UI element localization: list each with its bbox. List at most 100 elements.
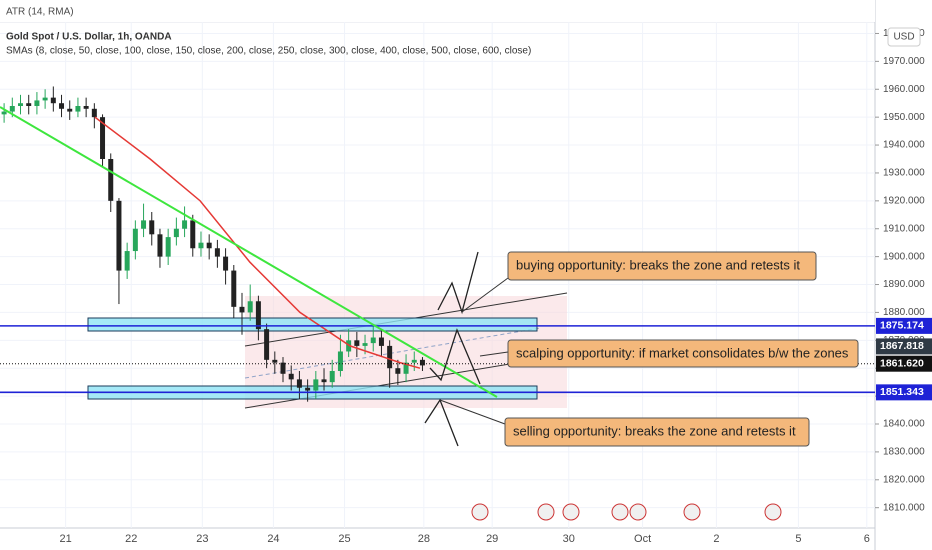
event-icon[interactable] (683, 503, 701, 521)
leader (479, 351, 509, 357)
price-label-bg (876, 355, 932, 372)
event-icon[interactable] (562, 503, 580, 521)
y-tick-label: 1820.000 (883, 474, 925, 485)
candle-body (132, 228, 138, 252)
annotation-box (507, 339, 859, 368)
y-tick-label: 1890.000 (883, 279, 925, 290)
candle-body (239, 306, 245, 313)
candle-body (411, 359, 417, 363)
trend-line (0, 106, 498, 398)
annotation: selling opportunity: breaks the zone and… (513, 423, 796, 438)
x-tick-label: 5 (795, 533, 801, 545)
candle-body (26, 103, 32, 106)
y-tick-label: 1840.000 (883, 419, 925, 430)
annotation: buying opportunity: breaks the zone and … (516, 257, 800, 272)
y-tick-label: 1910.000 (883, 223, 925, 234)
y-tick-label: 1810.000 (883, 502, 925, 513)
candle-body (108, 159, 114, 201)
x-tick-label: 22 (125, 533, 137, 545)
price-axis: 1810.0001820.0001830.0001840.0001850.000… (60, 28, 932, 545)
candle-body (91, 108, 97, 118)
event-icon[interactable] (537, 503, 555, 521)
candle-body (75, 106, 81, 112)
candle-body (264, 329, 270, 360)
y-tick-label: 1880.000 (883, 307, 925, 318)
candle-body (149, 220, 155, 235)
candle-body (395, 368, 401, 374)
price-label: 1867.818 (880, 340, 924, 352)
candle-body (321, 379, 327, 383)
y-tick-label: 1830.000 (883, 447, 925, 458)
leader (461, 277, 509, 313)
candle-body (337, 351, 343, 371)
price-label-bg (876, 338, 932, 355)
x-tick-label: 23 (196, 533, 208, 545)
annotation-box (504, 417, 810, 447)
x-tick-label: 30 (563, 533, 575, 545)
x-tick-label: 2 (713, 533, 719, 545)
candle-body (182, 220, 188, 229)
candle-body (206, 242, 212, 249)
channel-lower (244, 358, 541, 409)
candle-body (419, 359, 425, 366)
candle-body (67, 108, 73, 112)
candle-body (214, 248, 220, 257)
y-tick-label: 1960.000 (883, 84, 925, 95)
candle-body (59, 103, 65, 109)
price-label: 1861.620 (880, 357, 924, 369)
price-label-bg (876, 384, 932, 401)
plot (0, 86, 875, 402)
event-icons (471, 503, 782, 521)
candle-body (100, 117, 106, 159)
price-label: 1851.343 (880, 386, 924, 398)
candle-body (247, 301, 253, 313)
buy-path (437, 251, 479, 315)
candle-body (83, 106, 89, 109)
candle-body (124, 251, 130, 271)
annotation: scalping opportunity: if market consolid… (516, 345, 849, 360)
event-icon[interactable] (471, 503, 489, 521)
resistance-zone (87, 317, 538, 332)
x-tick-label: 29 (486, 533, 498, 545)
currency-button[interactable] (887, 27, 921, 47)
candle-body (387, 345, 393, 369)
studies-label: SMAs (8, close, 50, close, 100, close, 1… (6, 46, 531, 57)
event-icon[interactable] (629, 503, 647, 521)
candle-body (329, 371, 335, 383)
sma-line (94, 116, 421, 369)
x-tick-label: 28 (418, 533, 430, 545)
candle-body (296, 379, 302, 388)
channel-mid (244, 327, 541, 379)
x-tick-label: 21 (60, 533, 72, 545)
scalp-path (429, 328, 481, 385)
x-tick-label: 24 (267, 533, 279, 545)
candle-body (18, 103, 24, 106)
candle-body (280, 362, 286, 374)
candle-body (313, 379, 319, 391)
candle-body (362, 343, 368, 346)
price-label: 1875.174 (880, 320, 924, 332)
candle-body (305, 387, 311, 391)
candle-body (9, 106, 15, 112)
candle-body (157, 234, 163, 257)
event-icon[interactable] (764, 503, 782, 521)
candle-body (42, 97, 48, 101)
event-icon[interactable] (611, 503, 629, 521)
candle-body (354, 340, 360, 346)
candle-body (272, 359, 278, 363)
indicator-label: ATR (14, RMA) (6, 7, 74, 18)
symbol-title: Gold Spot / U.S. Dollar, 1h, OANDA (6, 32, 172, 43)
candle-body (378, 337, 384, 346)
leader (439, 399, 506, 425)
candle-body (173, 228, 179, 238)
candle-body (255, 301, 261, 330)
candle-body (370, 337, 376, 344)
candle-body (198, 242, 204, 249)
y-tick-label: 1940.000 (883, 140, 925, 151)
y-tick-label: 1930.000 (883, 168, 925, 179)
candle-body (288, 373, 294, 380)
candle-body (346, 340, 352, 352)
candle-body (190, 220, 196, 249)
candle-body (403, 362, 409, 374)
